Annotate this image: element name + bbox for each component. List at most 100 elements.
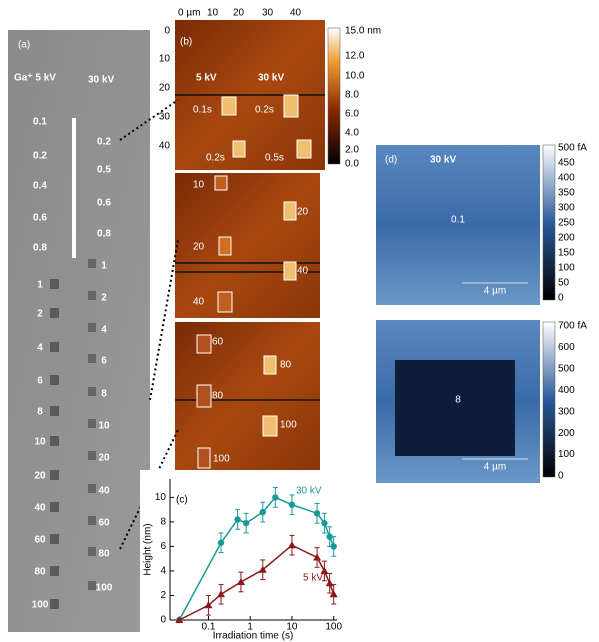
colorbar-label: 300 [558, 203, 575, 214]
colorbar-label: 4.0 [345, 128, 359, 139]
dose-label: 100 [96, 583, 113, 594]
image-label: 0.2s [255, 105, 274, 116]
image-label: 0.1s [193, 105, 212, 116]
colorbar-label: 700 fA [558, 321, 587, 332]
dose-label: 6 [101, 356, 107, 367]
column-header: Ga⁺ 5 kV [14, 73, 56, 84]
x-tick-label: 100 [325, 622, 342, 633]
image-label: 60 [212, 337, 224, 348]
dose-label: 0.4 [33, 181, 47, 192]
dose-label: 40 [98, 486, 110, 497]
dose-label: 0.1 [33, 117, 47, 128]
panel-label: (d) [385, 155, 397, 166]
image-label: 0.2s [206, 153, 225, 164]
dose-label: 4 [101, 325, 107, 336]
sem-image [8, 30, 150, 632]
dose-label: 8 [101, 389, 107, 400]
panel-label: (c) [176, 495, 188, 506]
marker [272, 494, 278, 500]
dose-label: 0.6 [97, 198, 111, 209]
colorbar-label: 150 [558, 248, 575, 259]
image-label: 0.5s [265, 153, 284, 164]
dose-label: 8 [37, 407, 43, 418]
dose-label: 80 [34, 567, 46, 578]
axis-label: 10 [159, 54, 171, 65]
panel-label: (b) [180, 37, 192, 48]
y-tick-label: 4 [160, 566, 166, 577]
marker [243, 520, 249, 526]
marker [218, 540, 224, 546]
dose-label: 0.6 [33, 213, 47, 224]
image-label: 40 [297, 266, 309, 277]
dose-square [88, 451, 96, 460]
scale-bar [72, 118, 76, 258]
axis-label: 0 [164, 26, 170, 37]
scale-label: 4 µm [484, 286, 506, 297]
dose-square [50, 406, 59, 416]
image-label: 80 [280, 360, 292, 371]
colorbar-label: 350 [558, 188, 575, 199]
dose-label: 0.2 [97, 137, 111, 148]
y-tick-label: 10 [155, 492, 167, 503]
legend-label: 30 kV [296, 486, 322, 497]
image-label: 10 [193, 180, 205, 191]
x-axis-title: Irradiation time (s) [213, 631, 294, 642]
image-label: 20 [297, 207, 309, 218]
axis-label: 10 [207, 8, 219, 19]
dose-square [88, 354, 96, 363]
x-tick-label: 1 [247, 622, 253, 633]
marker [314, 510, 320, 516]
x-tick-label: 10 [286, 622, 298, 633]
marker [330, 543, 336, 549]
dose-label: 6 [37, 376, 43, 387]
colorbar-label: 500 [558, 363, 575, 374]
colorbar-label: 200 [558, 233, 575, 244]
axis-label: 20 [159, 83, 171, 94]
dose-square [50, 436, 59, 446]
y-tick-label: 2 [160, 590, 166, 601]
colorbar-label: 500 fA [558, 143, 587, 154]
colorbar-label: 250 [558, 218, 575, 229]
colorbar-label: 8.0 [345, 90, 359, 101]
dose-label: 20 [34, 471, 46, 482]
image-label: 100 [213, 454, 230, 465]
image-title: 30 kV [430, 155, 456, 166]
dose-label: 20 [98, 453, 110, 464]
dose-label: 2 [37, 309, 43, 320]
axis-label: 30 [159, 112, 171, 123]
column-header: 30 kV [88, 75, 114, 86]
dose-square [50, 470, 59, 480]
marker [321, 520, 327, 526]
colorbar-label: 300 [558, 406, 575, 417]
dose-square [88, 484, 96, 493]
image-label: 80 [212, 391, 224, 402]
colorbar-label: 100 [558, 263, 575, 274]
dose-square [50, 342, 59, 352]
colorbar [543, 322, 555, 477]
dose-label: 80 [98, 549, 110, 560]
dose-label: 60 [98, 518, 110, 529]
dose-label: 0.8 [97, 229, 111, 240]
y-tick-label: 8 [160, 517, 166, 528]
axis-label: 40 [159, 141, 171, 152]
axis-label: 40 [290, 8, 302, 19]
dose-square [50, 502, 59, 512]
dose-label: 2 [101, 293, 107, 304]
dose-square [88, 547, 96, 556]
dose-label: 10 [34, 437, 46, 448]
dose-label: 100 [32, 600, 49, 611]
scale-label: 4 µm [484, 462, 506, 473]
irradiated-square [395, 360, 515, 456]
dose-square [88, 291, 96, 300]
dose-label: 0.5 [97, 165, 111, 176]
colorbar-label: 100 [558, 449, 575, 460]
image-label: 8 [455, 395, 461, 406]
y-tick-label: 6 [160, 541, 166, 552]
dose-square [50, 308, 59, 318]
colorbar-label: 200 [558, 428, 575, 439]
colorbar-label: 450 [558, 158, 575, 169]
dose-square [88, 419, 96, 428]
colorbar-label: 2.0 [345, 145, 359, 156]
figure: (a)Ga⁺ 5 kV30 kV0.10.20.40.60.8124681020… [0, 0, 599, 642]
dose-label: 0.8 [33, 243, 47, 254]
